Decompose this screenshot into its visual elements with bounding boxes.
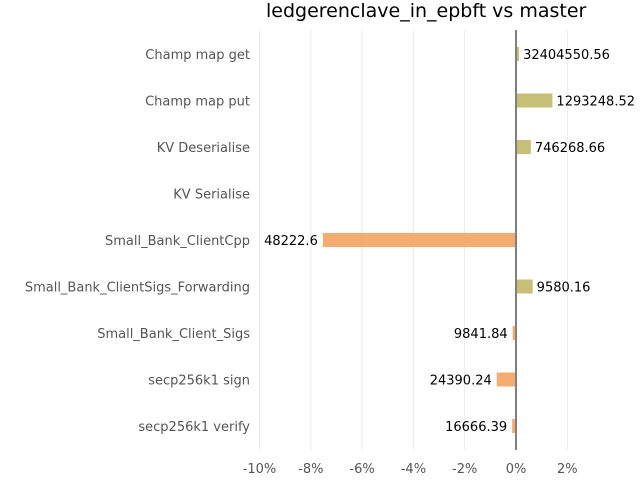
data-label: 746268.66: [535, 141, 605, 156]
data-label: 24390.24: [430, 374, 492, 389]
bar: [512, 326, 516, 340]
x-tick-label: -8%: [298, 462, 323, 477]
bar: [516, 93, 553, 108]
x-tick-label: -4%: [401, 462, 426, 477]
x-tick-label: -2%: [452, 462, 477, 477]
bar: [512, 419, 516, 433]
x-tick-label: 0%: [506, 462, 527, 477]
bar: [516, 279, 533, 294]
bar: [516, 47, 520, 61]
bar: [516, 140, 531, 154]
data-label: 48222.6: [264, 234, 318, 249]
x-tick-label: -10%: [243, 462, 277, 477]
data-label: 1293248.52: [556, 95, 635, 110]
axes: -10% -8% -6% -4% -2% 0% 2%: [243, 30, 578, 477]
category-label: secp256k1 sign: [148, 374, 250, 389]
data-label: 32404550.56: [523, 48, 610, 63]
data-label: 9580.16: [537, 281, 591, 296]
category-label: Champ map put: [145, 95, 250, 110]
bar: [496, 372, 516, 387]
category-label: KV Deserialise: [157, 141, 250, 156]
category-label: secp256k1 verify: [138, 420, 250, 435]
x-tick-label: -6%: [349, 462, 374, 477]
labels: Champ map get 32404550.56 Champ map put 129…: [25, 48, 635, 435]
category-label: Small_Bank_ClientCpp: [105, 234, 250, 249]
category-label: Champ map get: [145, 48, 250, 63]
x-tick-label: 2%: [557, 462, 578, 477]
category-label: KV Serialise: [173, 188, 250, 203]
data-label: 16666.39: [445, 420, 507, 435]
bars: [322, 47, 553, 433]
bar: [322, 233, 516, 247]
data-label: 9841.84: [454, 327, 508, 342]
chart-title: ledgerenclave_in_epbft vs master: [266, 0, 587, 22]
category-label: Small_Bank_ClientSigs_Forwarding: [25, 281, 250, 296]
category-label: Small_Bank_Client_Sigs: [97, 327, 250, 342]
